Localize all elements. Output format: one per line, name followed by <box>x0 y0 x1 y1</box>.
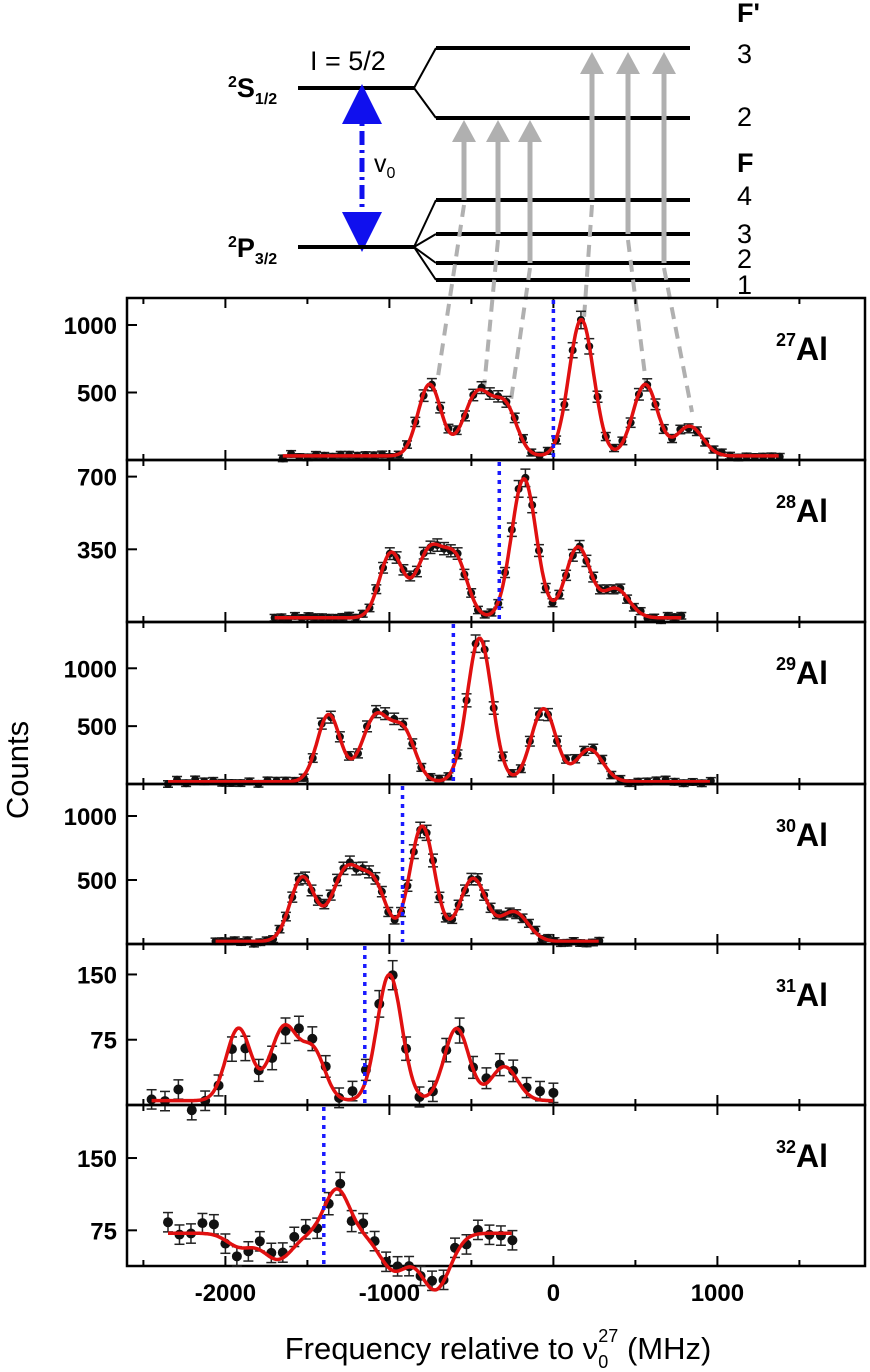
data-point <box>163 1217 173 1228</box>
lower-level-label-1: 1 <box>737 270 752 300</box>
panel-al-32: 75 150 32Al -2000 -1000 0 1000 <box>77 1103 867 1307</box>
lower-splitter-1 <box>413 199 437 248</box>
upper-splitter-bottom <box>413 87 437 119</box>
data-point <box>186 1105 197 1116</box>
panel-al-30: 500 1000 30Al <box>64 782 867 948</box>
arrow-b-head <box>486 120 510 142</box>
connector-e <box>626 239 648 384</box>
data-point <box>208 1219 219 1230</box>
y-tick-label: 75 <box>90 1028 117 1055</box>
fit-curve <box>215 824 599 944</box>
panel-frame <box>125 1103 867 1268</box>
level-diagram: 2S1/2 I = 5/2 F' 3 2 v0 2P3/2 F 4 3 2 <box>228 0 760 413</box>
lower-level-label-3: 3 <box>737 219 752 249</box>
lower-state-label: 2P3/2 <box>228 233 277 268</box>
x-tick-label: 0 <box>547 1280 560 1307</box>
panel-frame <box>125 296 867 462</box>
panel-frame <box>125 782 867 946</box>
data-points <box>163 634 716 789</box>
data-point <box>307 1033 318 1044</box>
spectra-panels: 500 1000 27Al 350 700 28Al 500 1000 29Al 500 1000 3… <box>64 296 867 1307</box>
data-point <box>254 1236 265 1247</box>
fit-curve <box>282 318 779 458</box>
data-points <box>269 468 687 625</box>
data-point <box>507 1235 518 1246</box>
lower-level-label-4: 4 <box>737 181 752 211</box>
fit-curve <box>151 972 554 1103</box>
upper-level-label-3: 3 <box>737 39 752 69</box>
fit-curve <box>168 636 710 784</box>
x-tick-label: -1000 <box>359 1280 420 1307</box>
y-tick-label: 700 <box>77 465 117 492</box>
y-tick-label: 500 <box>77 381 117 408</box>
y-tick-label: 150 <box>77 1146 117 1173</box>
x-tick-label: 1000 <box>691 1280 744 1307</box>
panel-al-31: 75 150 31Al <box>77 942 867 1121</box>
y-axis-title: Counts <box>0 721 35 819</box>
panel-al-28: 350 700 28Al <box>77 458 867 625</box>
data-point <box>535 1086 546 1097</box>
data-point <box>335 1178 346 1189</box>
arrow-e-head <box>616 52 640 74</box>
transition-arrows <box>452 52 676 263</box>
fit-curve <box>168 1187 512 1292</box>
y-tick-label: 1000 <box>64 656 117 683</box>
data-point <box>173 1084 184 1095</box>
arrow-d-head <box>580 52 604 74</box>
nuclear-spin-label: I = 5/2 <box>310 46 386 76</box>
isotope-label: 29Al <box>776 654 828 691</box>
lower-splitter-2 <box>413 233 437 248</box>
data-point <box>347 1086 358 1097</box>
connector-b <box>482 239 500 389</box>
upper-level-label-2: 2 <box>737 102 752 132</box>
y-tick-label: 150 <box>77 962 117 989</box>
panel-al-29: 500 1000 29Al <box>64 620 867 789</box>
lower-splitter-3 <box>413 246 437 264</box>
y-tick-label: 1000 <box>64 804 117 831</box>
isotope-label: 31Al <box>776 976 828 1013</box>
isotope-label: 32Al <box>776 1137 828 1174</box>
panel-frame <box>125 458 867 624</box>
panel-al-27: 500 1000 27Al <box>64 296 867 463</box>
y-tick-label: 350 <box>77 537 117 564</box>
arrow-f-head <box>652 52 676 74</box>
data-point <box>231 1251 242 1262</box>
data-points <box>277 310 785 463</box>
data-point <box>197 1218 208 1229</box>
panel-frame <box>125 620 867 786</box>
fit-curve <box>274 476 682 620</box>
transition-label: v0 <box>374 150 396 182</box>
upper-splitter-top <box>413 47 437 89</box>
data-point <box>548 1087 559 1098</box>
arrow-a-head <box>452 120 476 142</box>
lower-splitter-4 <box>413 246 437 281</box>
y-tick-label: 500 <box>77 868 117 895</box>
data-point <box>289 1231 300 1242</box>
data-point <box>427 1275 438 1286</box>
peak-connectors <box>435 204 694 413</box>
x-axis-title: Frequency relative to ν027 (MHz) <box>285 1326 712 1372</box>
isotope-label: 27Al <box>776 330 828 367</box>
lower-level-label-2: 2 <box>737 244 752 274</box>
y-tick-label: 75 <box>90 1218 117 1245</box>
data-point <box>293 1023 304 1034</box>
y-tick-label: 500 <box>77 714 117 741</box>
arrow-c-head <box>518 120 542 142</box>
isotope-label: 28Al <box>776 492 828 529</box>
connector-c <box>509 267 532 401</box>
y-tick-label: 1000 <box>64 313 117 340</box>
panel-frame <box>125 942 867 1107</box>
lower-quantum-label: F <box>737 148 754 178</box>
isotope-label: 30Al <box>776 816 828 853</box>
upper-quantum-label: F' <box>737 0 760 28</box>
upper-state-label: 2S1/2 <box>228 73 277 108</box>
connector-f <box>662 267 694 413</box>
x-tick-label: -2000 <box>195 1280 256 1307</box>
connector-a <box>435 204 466 384</box>
